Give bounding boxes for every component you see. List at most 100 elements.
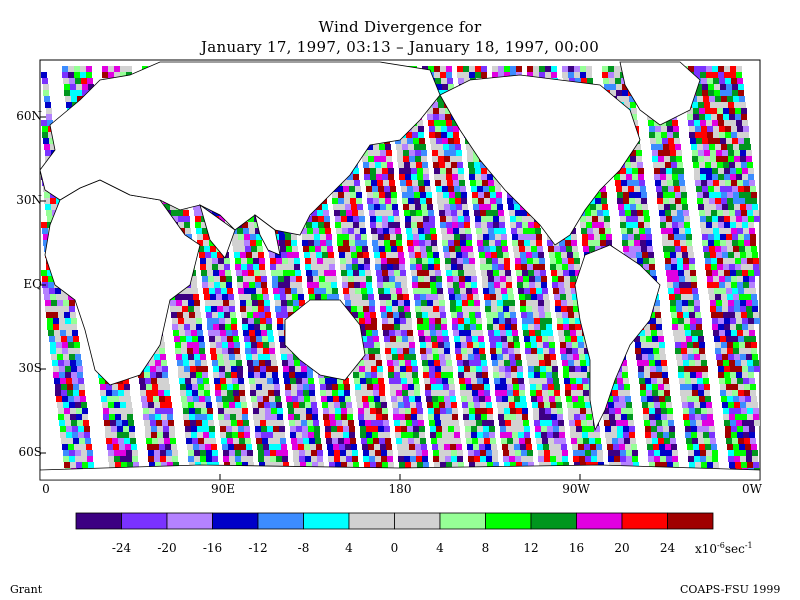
divergence-cell <box>294 360 300 366</box>
divergence-cell <box>357 306 363 312</box>
divergence-cell <box>374 348 380 354</box>
divergence-cell <box>171 312 177 318</box>
divergence-cell <box>492 312 498 318</box>
divergence-cell <box>539 360 545 366</box>
divergence-cell <box>439 300 445 306</box>
divergence-cell <box>506 330 512 336</box>
divergence-cell <box>275 396 281 402</box>
divergence-cell <box>228 348 234 354</box>
divergence-cell <box>491 306 497 312</box>
divergence-cell <box>455 144 461 150</box>
divergence-cell <box>516 462 522 468</box>
divergence-cell <box>514 252 520 258</box>
divergence-cell <box>352 456 358 462</box>
divergence-cell <box>350 294 356 300</box>
divergence-cell <box>123 378 129 384</box>
divergence-cell <box>214 330 220 336</box>
divergence-cell <box>264 306 270 312</box>
divergence-cell <box>56 342 62 348</box>
divergence-cell <box>108 66 114 72</box>
divergence-cell <box>154 456 160 462</box>
divergence-cell <box>433 456 439 462</box>
divergence-cell <box>444 252 450 258</box>
divergence-cell <box>434 408 440 414</box>
divergence-cell <box>344 390 350 396</box>
divergence-cell <box>498 312 504 318</box>
divergence-cell <box>232 330 238 336</box>
divergence-cell <box>151 378 157 384</box>
divergence-cell <box>84 432 90 438</box>
divergence-cell <box>200 264 206 270</box>
divergence-cell <box>306 462 312 468</box>
divergence-cell <box>586 360 592 366</box>
divergence-cell <box>493 366 499 372</box>
divergence-cell <box>458 222 464 228</box>
divergence-cell <box>296 282 302 288</box>
divergence-cell <box>292 444 298 450</box>
divergence-cell <box>270 450 276 456</box>
divergence-cell <box>220 276 226 282</box>
divergence-cell <box>452 168 458 174</box>
divergence-cell <box>291 384 297 390</box>
divergence-cell <box>118 438 124 444</box>
divergence-cell <box>460 240 466 246</box>
divergence-cell <box>259 360 265 366</box>
divergence-cell <box>485 306 491 312</box>
divergence-cell <box>368 294 374 300</box>
divergence-cell <box>311 402 317 408</box>
divergence-cell <box>371 228 377 234</box>
divergence-cell <box>514 348 520 354</box>
divergence-cell <box>476 180 482 186</box>
divergence-cell <box>457 72 463 78</box>
divergence-cell <box>568 312 574 318</box>
divergence-cell <box>51 300 57 306</box>
divergence-cell <box>532 306 538 312</box>
divergence-cell <box>280 438 286 444</box>
divergence-cell <box>518 426 524 432</box>
divergence-cell <box>62 66 68 72</box>
divergence-cell <box>258 306 264 312</box>
divergence-cell <box>335 414 341 420</box>
divergence-cell <box>503 450 509 456</box>
divergence-cell <box>211 354 217 360</box>
divergence-cell <box>444 156 450 162</box>
divergence-cell <box>430 330 436 336</box>
divergence-cell <box>314 234 320 240</box>
divergence-cell <box>195 222 201 228</box>
divergence-cell <box>385 246 391 252</box>
divergence-cell <box>231 318 237 324</box>
divergence-cell <box>521 450 527 456</box>
divergence-cell <box>503 306 509 312</box>
divergence-cell <box>338 246 344 252</box>
divergence-cell <box>337 186 343 192</box>
divergence-cell <box>311 456 317 462</box>
divergence-cell <box>230 414 236 420</box>
divergence-cell <box>178 324 184 330</box>
divergence-cell <box>274 438 280 444</box>
divergence-cell <box>225 366 231 372</box>
divergence-cell <box>205 444 211 450</box>
divergence-cell <box>362 246 368 252</box>
divergence-cell <box>538 450 544 456</box>
divergence-cell <box>415 156 421 162</box>
divergence-cell <box>152 390 158 396</box>
divergence-cell <box>64 462 70 468</box>
divergence-cell <box>376 222 382 228</box>
divergence-cell <box>191 432 197 438</box>
divergence-cell <box>58 360 64 366</box>
divergence-cell <box>266 366 272 372</box>
divergence-cell <box>242 222 248 228</box>
divergence-cell <box>50 294 56 300</box>
divergence-cell <box>389 282 395 288</box>
divergence-cell <box>332 438 338 444</box>
divergence-cell <box>411 414 417 420</box>
divergence-cell <box>461 348 467 354</box>
divergence-cell <box>263 396 269 402</box>
divergence-cell <box>387 210 393 216</box>
divergence-cell <box>77 366 83 372</box>
divergence-cell <box>352 312 358 318</box>
divergence-cell <box>493 318 499 324</box>
divergence-cell <box>376 414 382 420</box>
divergence-cell <box>245 348 251 354</box>
divergence-cell <box>394 222 400 228</box>
